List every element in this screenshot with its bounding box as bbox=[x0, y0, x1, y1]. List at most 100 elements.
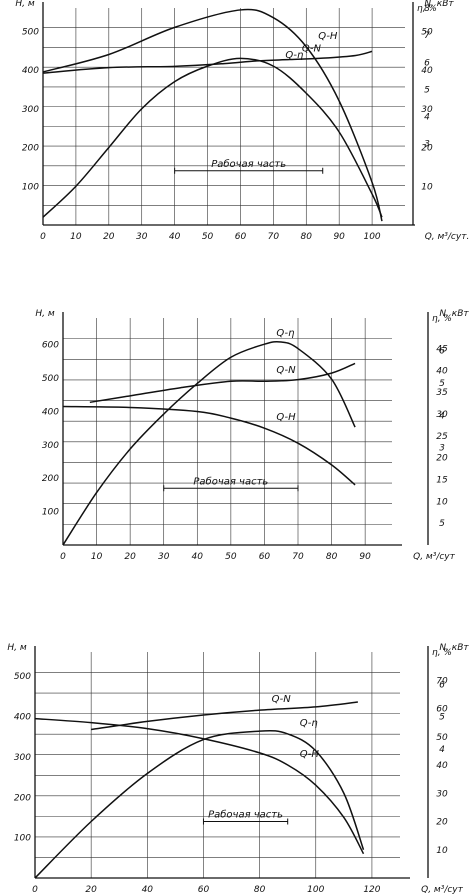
x-tick-label: 0 bbox=[32, 885, 38, 895]
y-left-tick-label: 300 bbox=[42, 441, 59, 451]
grid bbox=[43, 8, 405, 225]
series-line-Q-H bbox=[42, 8, 383, 222]
series-line-Q-N bbox=[91, 701, 358, 731]
y-right-eta-tick-label: 50 bbox=[421, 27, 433, 37]
y-right-eta-tick-label: 20 bbox=[436, 454, 448, 464]
series-label-Q-H: Q-H bbox=[276, 412, 296, 423]
y-right-N-tick-label: 4 bbox=[439, 411, 445, 421]
x-tick-label: 0 bbox=[60, 552, 66, 562]
series-line-Q-η bbox=[62, 340, 356, 546]
y-right-eta-tick-label: 30 bbox=[421, 105, 433, 115]
x-tick-label: 60 bbox=[198, 885, 210, 895]
series-label-Q-η: Q-η bbox=[285, 50, 303, 61]
x-tick-label: 30 bbox=[136, 232, 148, 242]
series-label-Q-N: Q-N bbox=[302, 44, 322, 55]
series-line-Q-η bbox=[34, 729, 365, 879]
y-right-N-tick-label: 5 bbox=[424, 85, 430, 95]
x-tick-label: 60 bbox=[235, 232, 247, 242]
y-right-N-tick-label: 6 bbox=[439, 680, 445, 690]
series-line-Q-N bbox=[42, 50, 373, 74]
y-right-N-tick-label: 3 bbox=[424, 140, 430, 150]
series-line-Q-H bbox=[62, 405, 356, 486]
chart-3: 0 20 40 60 80 100 120 Q, м³/сут 100 200 300 400 500 H… bbox=[7, 643, 469, 895]
y-right-N-axis-label: N, кВт bbox=[439, 309, 469, 319]
y-right-N-tick-label: 6 bbox=[439, 346, 445, 356]
y-right-eta-tick-label: 40 bbox=[436, 761, 448, 771]
x-tick-label: 40 bbox=[142, 885, 154, 895]
x-tick-label: 70 bbox=[268, 232, 280, 242]
x-tick-label: 60 bbox=[259, 552, 271, 562]
x-tick-label: 10 bbox=[91, 552, 103, 562]
y-right-eta-axis-label: η, % bbox=[417, 4, 437, 14]
series-label-Q-N: Q-N bbox=[272, 694, 292, 705]
y-left-tick-label: 600 bbox=[42, 341, 59, 351]
y-right-eta-tick-label: 10 bbox=[436, 497, 448, 507]
y-left-tick-label: 500 bbox=[22, 27, 39, 37]
y-right-N-tick-label: 8 bbox=[424, 4, 430, 14]
x-tick-label: 90 bbox=[359, 552, 371, 562]
y-right-N-tick-label: 4 bbox=[439, 745, 445, 755]
y-right-N-axis-label: N, кВт bbox=[424, 0, 454, 9]
y-right-eta-tick-label: 10 bbox=[421, 182, 433, 192]
y-left-tick-label: 200 bbox=[42, 474, 59, 484]
y-right-N-tick-label: 5 bbox=[439, 379, 445, 389]
working-band-label: Рабочая часть bbox=[211, 158, 286, 170]
y-left-tick-label: 400 bbox=[22, 66, 39, 76]
y-right-eta-tick-label: 40 bbox=[421, 66, 433, 76]
y-right-eta-tick-label: 10 bbox=[436, 846, 448, 856]
x-tick-label: 30 bbox=[158, 552, 170, 562]
working-band-label: Рабочая часть bbox=[208, 809, 283, 821]
y-right-eta-tick-label: 20 bbox=[421, 144, 433, 154]
x-tick-label: 40 bbox=[169, 232, 181, 242]
x-tick-label: 20 bbox=[85, 885, 97, 895]
y-left-tick-label: 500 bbox=[42, 374, 59, 384]
grid bbox=[63, 318, 392, 545]
x-tick-label: 100 bbox=[307, 885, 324, 895]
y-right-eta-tick-label: 70 bbox=[436, 676, 448, 686]
y-right-eta-tick-label: 40 bbox=[436, 366, 448, 376]
y-left-tick-label: 100 bbox=[22, 182, 39, 192]
chart-2: 0 10 20 30 40 50 60 70 80 90 Q, м³/сут 100 200 300 400… bbox=[35, 309, 469, 562]
grid bbox=[35, 652, 400, 878]
y-right-eta-tick-label: 60 bbox=[436, 705, 448, 715]
x-tick-label: 50 bbox=[225, 552, 237, 562]
x-tick-label: 80 bbox=[254, 885, 266, 895]
x-tick-label: 0 bbox=[40, 232, 46, 242]
y-right-eta-tick-label: 20 bbox=[436, 818, 448, 828]
series-line-Q-η bbox=[42, 57, 383, 218]
y-right-eta-tick-label: 5 bbox=[439, 519, 445, 529]
series-label-Q-η: Q-η bbox=[276, 328, 294, 339]
x-tick-label: 50 bbox=[202, 232, 214, 242]
y-left-axis-label: H, м bbox=[7, 643, 26, 653]
x-tick-label: 20 bbox=[124, 552, 136, 562]
x-tick-label: 90 bbox=[333, 232, 345, 242]
x-tick-label: 100 bbox=[363, 232, 380, 242]
y-left-axis-label: H, м bbox=[15, 0, 34, 9]
y-left-tick-label: 300 bbox=[22, 105, 39, 115]
y-right-N-axis-label: N, кВт bbox=[439, 643, 469, 653]
series-label-Q-H: Q-H bbox=[300, 749, 320, 760]
y-right-eta-tick-label: 45 bbox=[436, 345, 448, 355]
y-right-N-tick-label: 6 bbox=[424, 58, 430, 68]
y-right-eta-tick-label: 50 bbox=[436, 733, 448, 743]
series-label-Q-N: Q-N bbox=[276, 365, 296, 376]
y-left-tick-label: 300 bbox=[14, 753, 31, 763]
x-tick-label: 120 bbox=[363, 885, 380, 895]
chart-1: 0 10 20 30 40 50 60 70 80 90 100 Q, м³/сут. 100 200 30… bbox=[15, 0, 469, 242]
y-right-eta-tick-label: 30 bbox=[436, 410, 448, 420]
x-axis-label: Q, м³/сут bbox=[413, 552, 456, 562]
y-left-tick-label: 100 bbox=[14, 834, 31, 844]
x-tick-label: 40 bbox=[192, 552, 204, 562]
y-left-tick-label: 400 bbox=[14, 713, 31, 723]
y-right-N-tick-label: 4 bbox=[424, 113, 430, 123]
x-tick-label: 80 bbox=[301, 232, 313, 242]
x-tick-label: 80 bbox=[326, 552, 338, 562]
y-left-tick-label: 100 bbox=[42, 508, 59, 518]
x-axis-label: Q, м³/сут bbox=[421, 885, 464, 895]
y-right-eta-tick-label: 35 bbox=[436, 388, 448, 398]
y-right-eta-tick-label: 15 bbox=[436, 476, 448, 486]
x-axis-label: Q, м³/сут. bbox=[425, 232, 470, 242]
y-right-N-tick-label: 5 bbox=[439, 713, 445, 723]
y-right-eta-tick-label: 30 bbox=[436, 789, 448, 799]
